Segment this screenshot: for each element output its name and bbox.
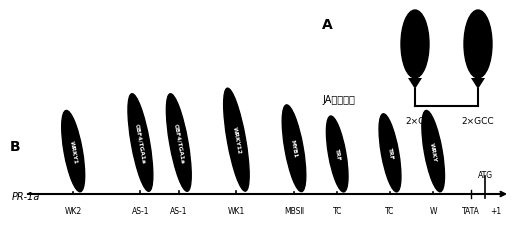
Text: 2×GCC: 2×GCC xyxy=(462,116,494,126)
Text: A: A xyxy=(322,18,333,32)
Text: +1: +1 xyxy=(490,206,501,215)
Ellipse shape xyxy=(422,111,444,192)
Text: MYB1: MYB1 xyxy=(290,139,298,158)
Text: 2×G: 2×G xyxy=(405,116,425,126)
Text: TRF: TRF xyxy=(387,147,393,160)
Text: WRKY1: WRKY1 xyxy=(69,139,78,164)
Text: TATA: TATA xyxy=(462,206,480,215)
Text: WK1: WK1 xyxy=(228,206,245,215)
Polygon shape xyxy=(408,79,422,90)
Text: TC: TC xyxy=(386,206,394,215)
Text: MBSⅡ: MBSⅡ xyxy=(284,206,304,215)
Ellipse shape xyxy=(166,94,191,192)
Ellipse shape xyxy=(62,111,85,192)
Text: WK2: WK2 xyxy=(65,206,82,215)
Ellipse shape xyxy=(326,116,348,192)
Text: OBF4/TGA1a: OBF4/TGA1a xyxy=(134,122,146,164)
Text: AS-1: AS-1 xyxy=(132,206,149,215)
Text: WRKY12: WRKY12 xyxy=(231,126,241,154)
Ellipse shape xyxy=(464,11,492,79)
Ellipse shape xyxy=(128,94,153,192)
Text: TRF: TRF xyxy=(333,148,341,161)
Text: PR-1a: PR-1a xyxy=(12,191,41,201)
Text: JA响应模块: JA响应模块 xyxy=(322,94,355,104)
Polygon shape xyxy=(471,79,485,90)
Text: B: B xyxy=(10,140,21,153)
Ellipse shape xyxy=(401,11,429,79)
Text: W: W xyxy=(429,206,437,215)
Text: TC: TC xyxy=(332,206,342,215)
Text: WRKY: WRKY xyxy=(429,142,438,162)
Text: OBF4/TGA1a: OBF4/TGA1a xyxy=(173,122,185,164)
Text: AS-1: AS-1 xyxy=(170,206,188,215)
Ellipse shape xyxy=(282,106,306,192)
Text: ATG: ATG xyxy=(478,170,493,179)
Ellipse shape xyxy=(224,89,249,192)
Ellipse shape xyxy=(379,114,401,192)
